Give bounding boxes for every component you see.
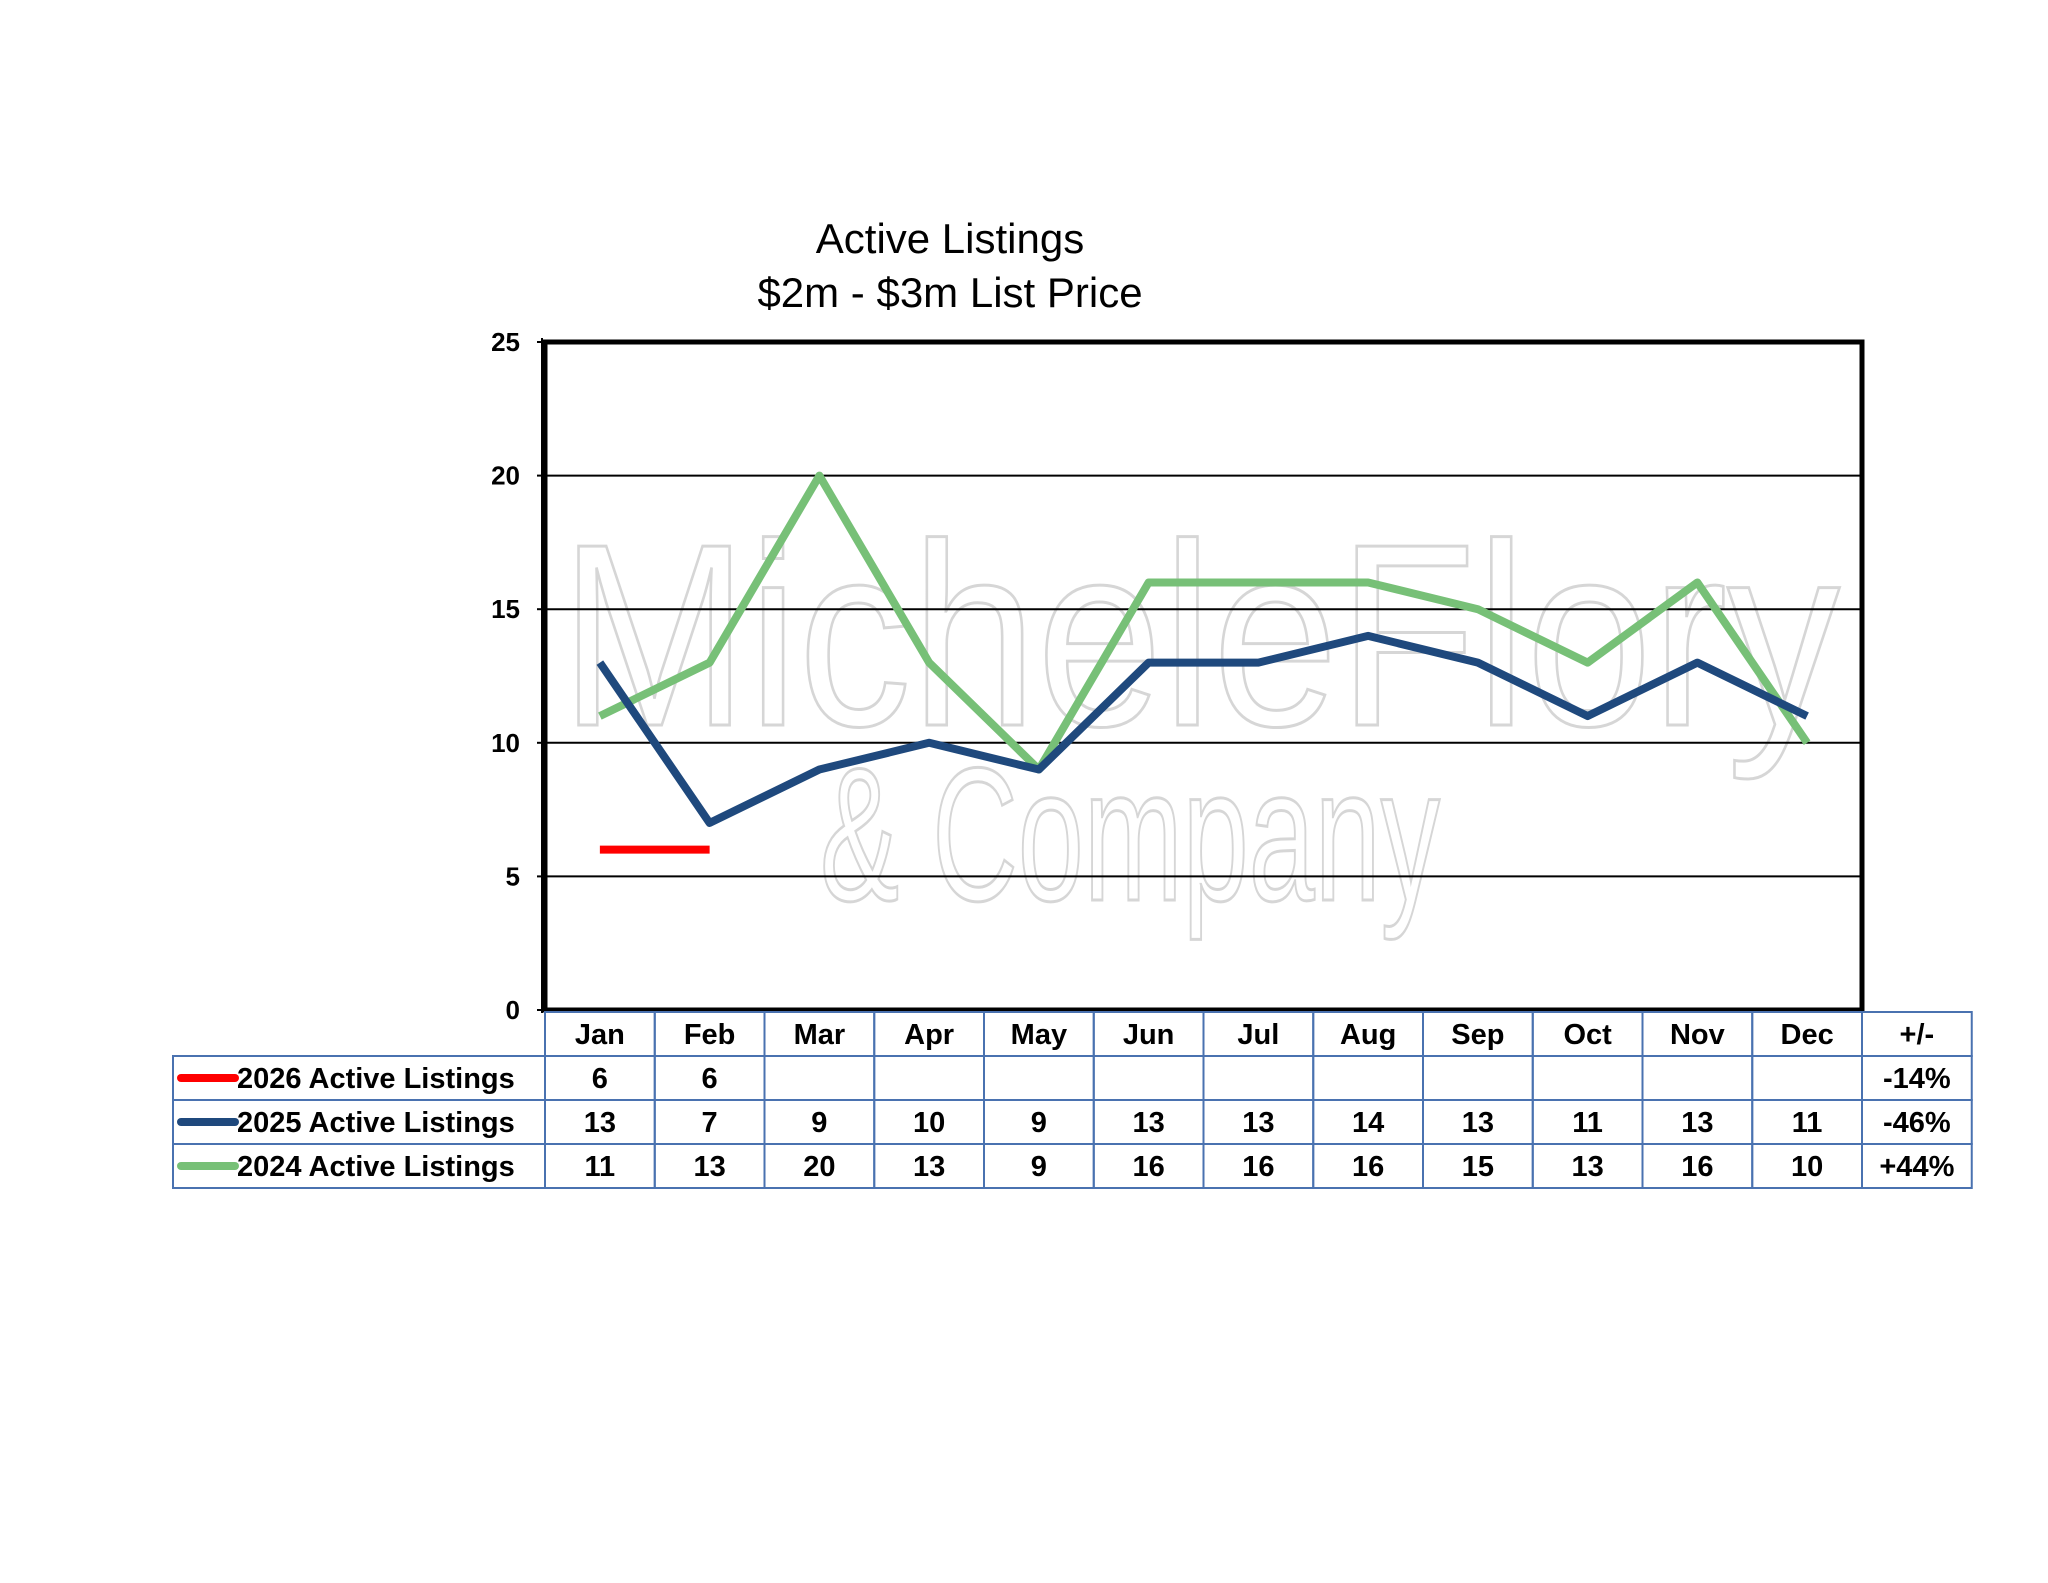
legend-label-2024-active-listings: 2024 Active Listings: [237, 1151, 515, 1183]
legend-label-2026-active-listings: 2026 Active Listings: [237, 1063, 515, 1095]
data-label-2024-active-listings-aug: 16: [1352, 1151, 1384, 1183]
table-cell: [1312, 1055, 1424, 1101]
data-label-2024-active-listings-jan: 11: [585, 1151, 616, 1183]
data-label-2025-active-listings-jul: 13: [1242, 1107, 1274, 1139]
plot-frame: [541, 338, 1865, 1013]
change-header: +/-: [1900, 1019, 1935, 1051]
y-tick-label-20: 20: [491, 461, 520, 491]
change-value-2026-active-listings: -14%: [1883, 1063, 1951, 1095]
data-label-2024-active-listings-jun: 16: [1132, 1151, 1164, 1183]
table-cell: [763, 1055, 876, 1101]
data-label-2024-active-listings-mar: 20: [803, 1151, 835, 1183]
series-line-2024-active-listings: [598, 471, 1811, 774]
table-cell: [983, 1055, 1095, 1101]
table-cell: [1531, 1055, 1644, 1101]
legend-label-2025-active-listings: 2025 Active Listings: [237, 1107, 515, 1139]
x-tick-label-feb: Feb: [684, 1019, 736, 1051]
plot-border: [542, 339, 1865, 1013]
data-label-2024-active-listings-nov: 16: [1681, 1151, 1713, 1183]
table-cell: [1751, 1055, 1863, 1101]
x-tick-label-jun: Jun: [1123, 1019, 1175, 1051]
data-label-2025-active-listings-mar: 9: [811, 1107, 827, 1139]
data-label-2025-active-listings-jan: 13: [584, 1107, 616, 1139]
data-label-2025-active-listings-sep: 13: [1462, 1107, 1494, 1139]
x-tick-label-aug: Aug: [1340, 1019, 1396, 1051]
grid-lines: [545, 474, 1862, 878]
data-label-2026-active-listings-jan: 6: [592, 1063, 608, 1095]
series-line-2025-active-listings: [596, 631, 1809, 827]
table-cell: [1641, 1055, 1754, 1101]
table-cell: [873, 1055, 985, 1101]
data-label-2024-active-listings-apr: 13: [913, 1151, 945, 1183]
data-label-2024-active-listings-may: 9: [1031, 1151, 1047, 1183]
data-label-2025-active-listings-oct: 11: [1572, 1107, 1603, 1139]
x-tick-label-nov: Nov: [1670, 1019, 1725, 1051]
y-tick-label-5: 5: [506, 861, 520, 891]
table-cell: [1422, 1055, 1534, 1101]
series-lines: [596, 471, 1811, 854]
data-label-2024-active-listings-sep: 15: [1462, 1151, 1494, 1183]
y-tick-label-0: 0: [506, 995, 520, 1025]
x-tick-label-mar: Mar: [794, 1019, 846, 1051]
y-tick-label-25: 25: [491, 327, 520, 357]
y-tick-label-15: 15: [491, 594, 520, 624]
data-label-2025-active-listings-feb: 7: [702, 1107, 718, 1139]
table-cell: [1092, 1055, 1205, 1101]
x-tick-label-jul: Jul: [1237, 1019, 1279, 1051]
data-label-2025-active-listings-apr: 10: [913, 1107, 945, 1139]
table-cell: [1202, 1055, 1315, 1101]
data-label-2024-active-listings-feb: 13: [693, 1151, 725, 1183]
data-table: Jan Feb Mar Apr May Jun Jul Aug Sep Oct Nov Dec +/- 2…: [172, 1011, 1973, 1189]
data-label-2025-active-listings-may: 9: [1031, 1107, 1047, 1139]
x-tick-label-may: May: [1011, 1019, 1067, 1051]
chart-subtitle: $2m - $3m List Price: [757, 269, 1142, 316]
chart-title: Active Listings: [816, 215, 1084, 262]
data-label-2025-active-listings-nov: 13: [1681, 1107, 1713, 1139]
change-value-2025-active-listings: -46%: [1883, 1107, 1951, 1139]
data-label-2024-active-listings-oct: 13: [1571, 1151, 1603, 1183]
watermark-line-2: & Company: [820, 729, 1440, 941]
x-tick-label-dec: Dec: [1781, 1019, 1834, 1051]
y-tick-label-10: 10: [491, 728, 520, 758]
data-label-2025-active-listings-jun: 13: [1132, 1107, 1164, 1139]
watermark-logo: MicheleFlory & Company: [559, 490, 1842, 943]
y-axis: 0 5 10 15 20 25: [491, 327, 545, 1025]
data-label-2024-active-listings-dec: 10: [1791, 1151, 1823, 1183]
x-tick-label-sep: Sep: [1451, 1019, 1504, 1051]
x-tick-label-apr: Apr: [904, 1019, 954, 1051]
data-label-2026-active-listings-feb: 6: [702, 1063, 718, 1095]
change-value-2024-active-listings: +44%: [1879, 1151, 1954, 1183]
x-tick-label-oct: Oct: [1563, 1019, 1612, 1051]
data-label-2025-active-listings-aug: 14: [1352, 1107, 1384, 1139]
x-tick-label-jan: Jan: [575, 1019, 625, 1051]
data-label-2024-active-listings-jul: 16: [1242, 1151, 1274, 1183]
data-label-2025-active-listings-dec: 11: [1792, 1107, 1823, 1139]
change-cell-2024-active-listings: [1861, 1143, 1973, 1189]
